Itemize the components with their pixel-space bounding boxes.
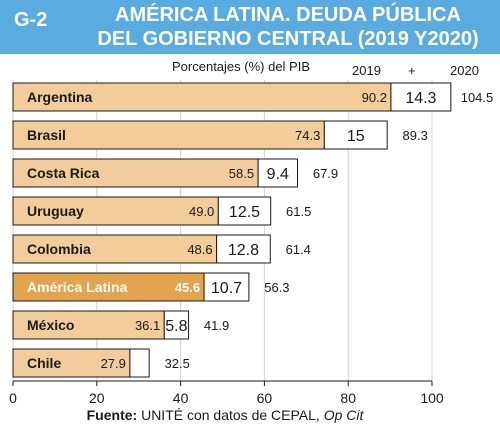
bar-2019-mexico xyxy=(12,310,165,340)
x-tick-label-60: 60 xyxy=(257,390,273,406)
value-label-2020-argentina: 104.5 xyxy=(461,90,494,105)
source-reference: Op Cit xyxy=(323,407,364,423)
bar-increase-chile xyxy=(129,348,150,378)
bar-2019-brasil xyxy=(12,120,325,150)
value-label-2019-colombia: 48.6 xyxy=(187,242,212,257)
chart-header: G-2 AMÉRICA LATINA. DEUDA PÚBLICA DEL GO… xyxy=(0,0,500,54)
category-label-uruguay: Uruguay xyxy=(27,203,84,219)
category-label-chile: Chile xyxy=(27,355,61,371)
value-label-2020-uruguay: 61.5 xyxy=(286,204,311,219)
category-label-brasil: Brasil xyxy=(27,127,66,143)
chart-subtitle: Porcentajes (%) del PIB xyxy=(172,59,311,74)
bar-increase-america-latina xyxy=(203,272,250,302)
value-label-2019-argentina: 90.2 xyxy=(362,90,387,105)
x-tick-label-40: 40 xyxy=(173,390,189,406)
x-tick-label-0: 0 xyxy=(9,390,17,406)
value-label-2020-costa-rica: 67.9 xyxy=(313,166,338,181)
category-label-costa-rica: Costa Rica xyxy=(27,165,100,181)
value-label-2019-america-latina: 45.6 xyxy=(175,280,200,295)
value-label-2020-mexico: 41.9 xyxy=(204,318,229,333)
value-label-increase-costa-rica: 9.4 xyxy=(267,166,289,183)
bar-increase-colombia xyxy=(216,234,271,264)
bar-2019-uruguay xyxy=(12,196,219,226)
category-label-america-latina: América Latina xyxy=(27,279,128,295)
value-label-2019-brasil: 74.3 xyxy=(295,128,320,143)
value-label-2020-brasil: 89.3 xyxy=(403,128,428,143)
value-label-2019-mexico: 36.1 xyxy=(135,318,160,333)
bars: Argentina 90.2 14.3 104.5 Brasil 74.3 15 89.3 Co… xyxy=(12,82,494,378)
column-header-plus: + xyxy=(408,63,416,78)
source-label: Fuente: xyxy=(86,407,138,423)
source-text: UNITÉ con datos de CEPAL, xyxy=(137,407,324,423)
category-label-argentina: Argentina xyxy=(27,89,93,105)
value-label-increase-brasil: 15 xyxy=(347,128,365,145)
x-tick-label-100: 100 xyxy=(420,390,444,406)
column-header-2020: 2020 xyxy=(450,63,479,78)
value-label-increase-uruguay: 12.5 xyxy=(229,204,260,221)
value-label-2020-colombia: 61.4 xyxy=(286,242,311,257)
bar-increase-argentina xyxy=(390,82,452,112)
column-header-2019: 2019 xyxy=(352,63,381,78)
bar-increase-uruguay xyxy=(217,196,272,226)
value-label-2020-chile: 32.5 xyxy=(165,356,190,371)
bar-increase-brasil xyxy=(323,120,388,150)
x-tick-label-80: 80 xyxy=(340,390,356,406)
value-label-2019-uruguay: 49.0 xyxy=(189,204,214,219)
chart-title: AMÉRICA LATINA. DEUDA PÚBLICA DEL GOBIER… xyxy=(88,3,488,51)
value-label-2019-costa-rica: 58.5 xyxy=(229,166,254,181)
bar-2019-costa-rica xyxy=(12,158,259,188)
bar-2019-america-latina xyxy=(12,272,205,302)
category-label-mexico: México xyxy=(27,317,74,333)
chart-source: Fuente: UNITÉ con datos de CEPAL, Op Cit xyxy=(0,407,450,423)
value-label-increase-argentina: 14.3 xyxy=(405,90,436,107)
value-label-increase-america-latina: 10.7 xyxy=(211,280,242,297)
value-label-increase-mexico: 5.8 xyxy=(165,318,187,335)
value-label-increase-colombia: 12.8 xyxy=(228,242,259,259)
figure-code: G-2 xyxy=(14,9,48,31)
value-label-2020-america-latina: 56.3 xyxy=(264,280,289,295)
bar-increase-costa-rica xyxy=(257,158,299,188)
chart-title-line-2: DEL GOBIERNO CENTRAL (2019 Y2020) xyxy=(97,28,479,50)
bar-increase-mexico xyxy=(163,310,190,340)
chart-title-line-1: AMÉRICA LATINA. DEUDA PÚBLICA xyxy=(115,4,461,26)
x-tick-label-20: 20 xyxy=(89,390,105,406)
x-axis: 0 20 40 60 80 100 xyxy=(9,380,444,406)
category-label-colombia: Colombia xyxy=(27,241,91,257)
value-label-2019-chile: 27.9 xyxy=(101,356,126,371)
